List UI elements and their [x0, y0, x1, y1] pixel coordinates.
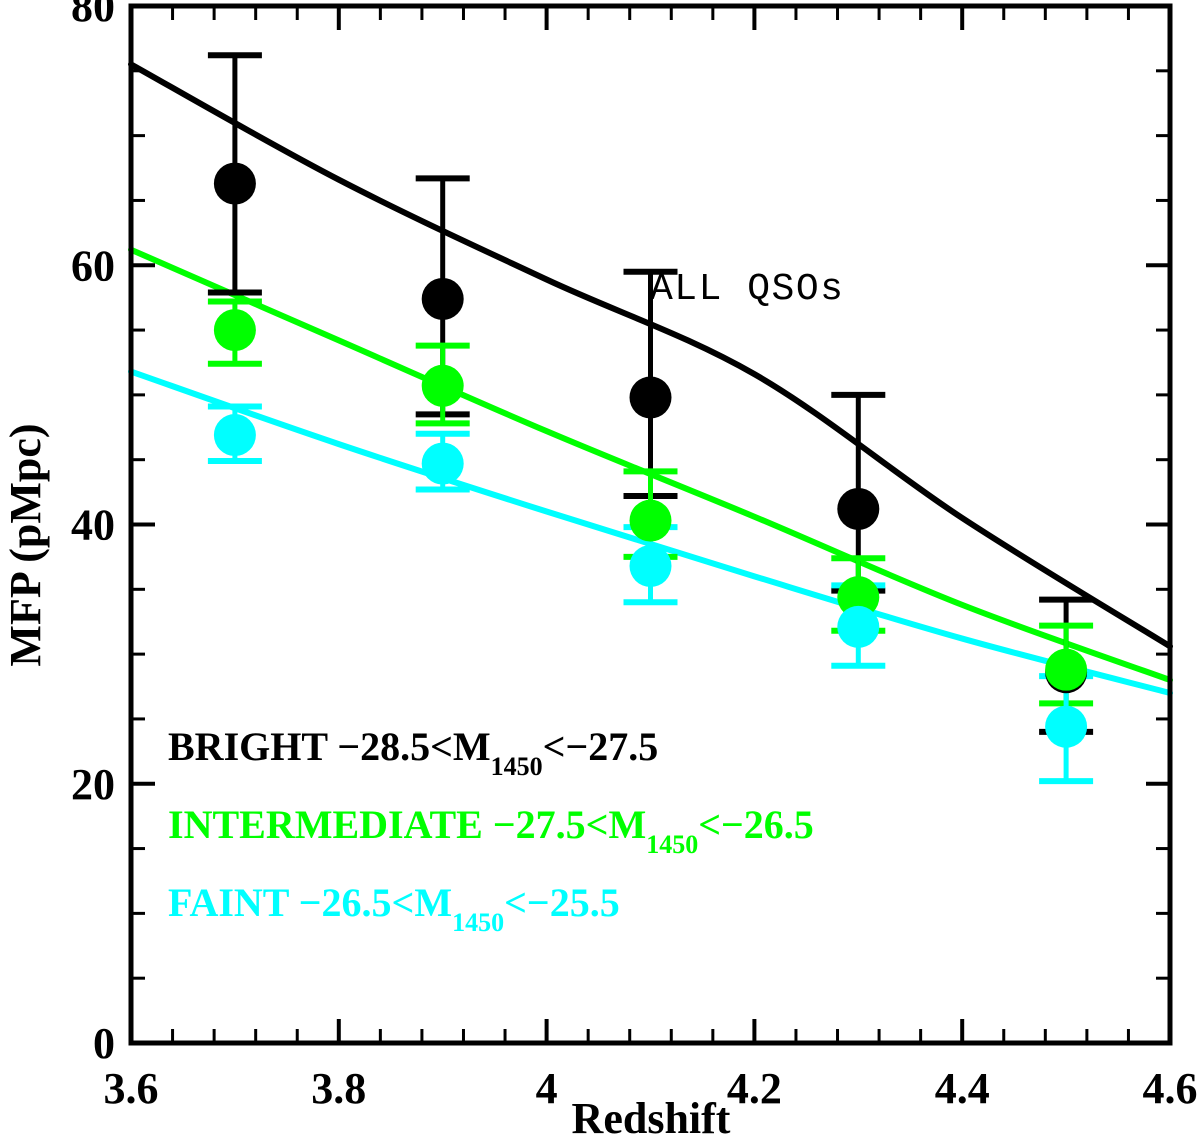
data-point: [837, 576, 880, 619]
data-point: [421, 442, 464, 485]
legend-tail: <−25.5: [504, 880, 620, 925]
axes-frame-group: [128, 3, 1173, 1046]
legend-tail: <−27.5: [543, 724, 659, 769]
x-tick-label: 4.6: [1143, 1064, 1198, 1113]
data-point: [629, 376, 672, 419]
data-point: [421, 364, 464, 407]
x-tick-label: 4.4: [935, 1064, 990, 1113]
data-points-group: [213, 162, 1088, 748]
x-tick-labels-group: 3.6 3.8 4 4.2 4.4 4.6: [104, 1064, 1198, 1113]
data-point: [837, 487, 880, 530]
legend-label: FAINT −26.5<M: [168, 880, 452, 925]
data-point: [213, 414, 256, 457]
legend-entry-intermediate: INTERMEDIATE −27.5<M1450<−26.5: [168, 802, 814, 859]
x-tick-label: 3.8: [311, 1064, 366, 1113]
x-tick-label: 4: [536, 1064, 558, 1113]
legend-entry-faint: FAINT −26.5<M1450<−25.5: [168, 880, 620, 937]
data-point: [1045, 648, 1088, 691]
x-tick-label: 4.2: [727, 1064, 782, 1113]
data-point: [1045, 705, 1088, 748]
y-tick-label: 20: [71, 760, 115, 809]
legend-subscript: 1450: [646, 830, 698, 859]
legend-label: BRIGHT −28.5<M: [168, 724, 491, 769]
y-axis-label: MFP (pMpc): [1, 423, 50, 666]
all-qsos-annotation: ALL QSOs: [650, 268, 844, 311]
data-point: [629, 499, 672, 542]
x-axis-label: Redshift: [572, 1094, 731, 1143]
data-point: [629, 544, 672, 587]
data-point: [213, 162, 256, 205]
legend-entry-bright: BRIGHT −28.5<M1450<−27.5: [168, 724, 658, 781]
data-point: [421, 277, 464, 320]
legend-tail: <−26.5: [698, 802, 814, 847]
data-point: [213, 309, 256, 352]
legend-label: INTERMEDIATE −27.5<M: [168, 802, 646, 847]
y-tick-label: 60: [71, 241, 115, 290]
y-tick-label: 40: [71, 501, 115, 550]
y-tick-labels-group: 0 20 40 60 80: [71, 0, 115, 1068]
y-tick-label: 0: [93, 1019, 115, 1068]
x-tick-label: 3.6: [104, 1064, 159, 1113]
data-point: [837, 605, 880, 648]
y-tick-label: 80: [71, 0, 115, 31]
legend-subscript: 1450: [491, 752, 543, 781]
legend-subscript: 1450: [452, 908, 504, 937]
